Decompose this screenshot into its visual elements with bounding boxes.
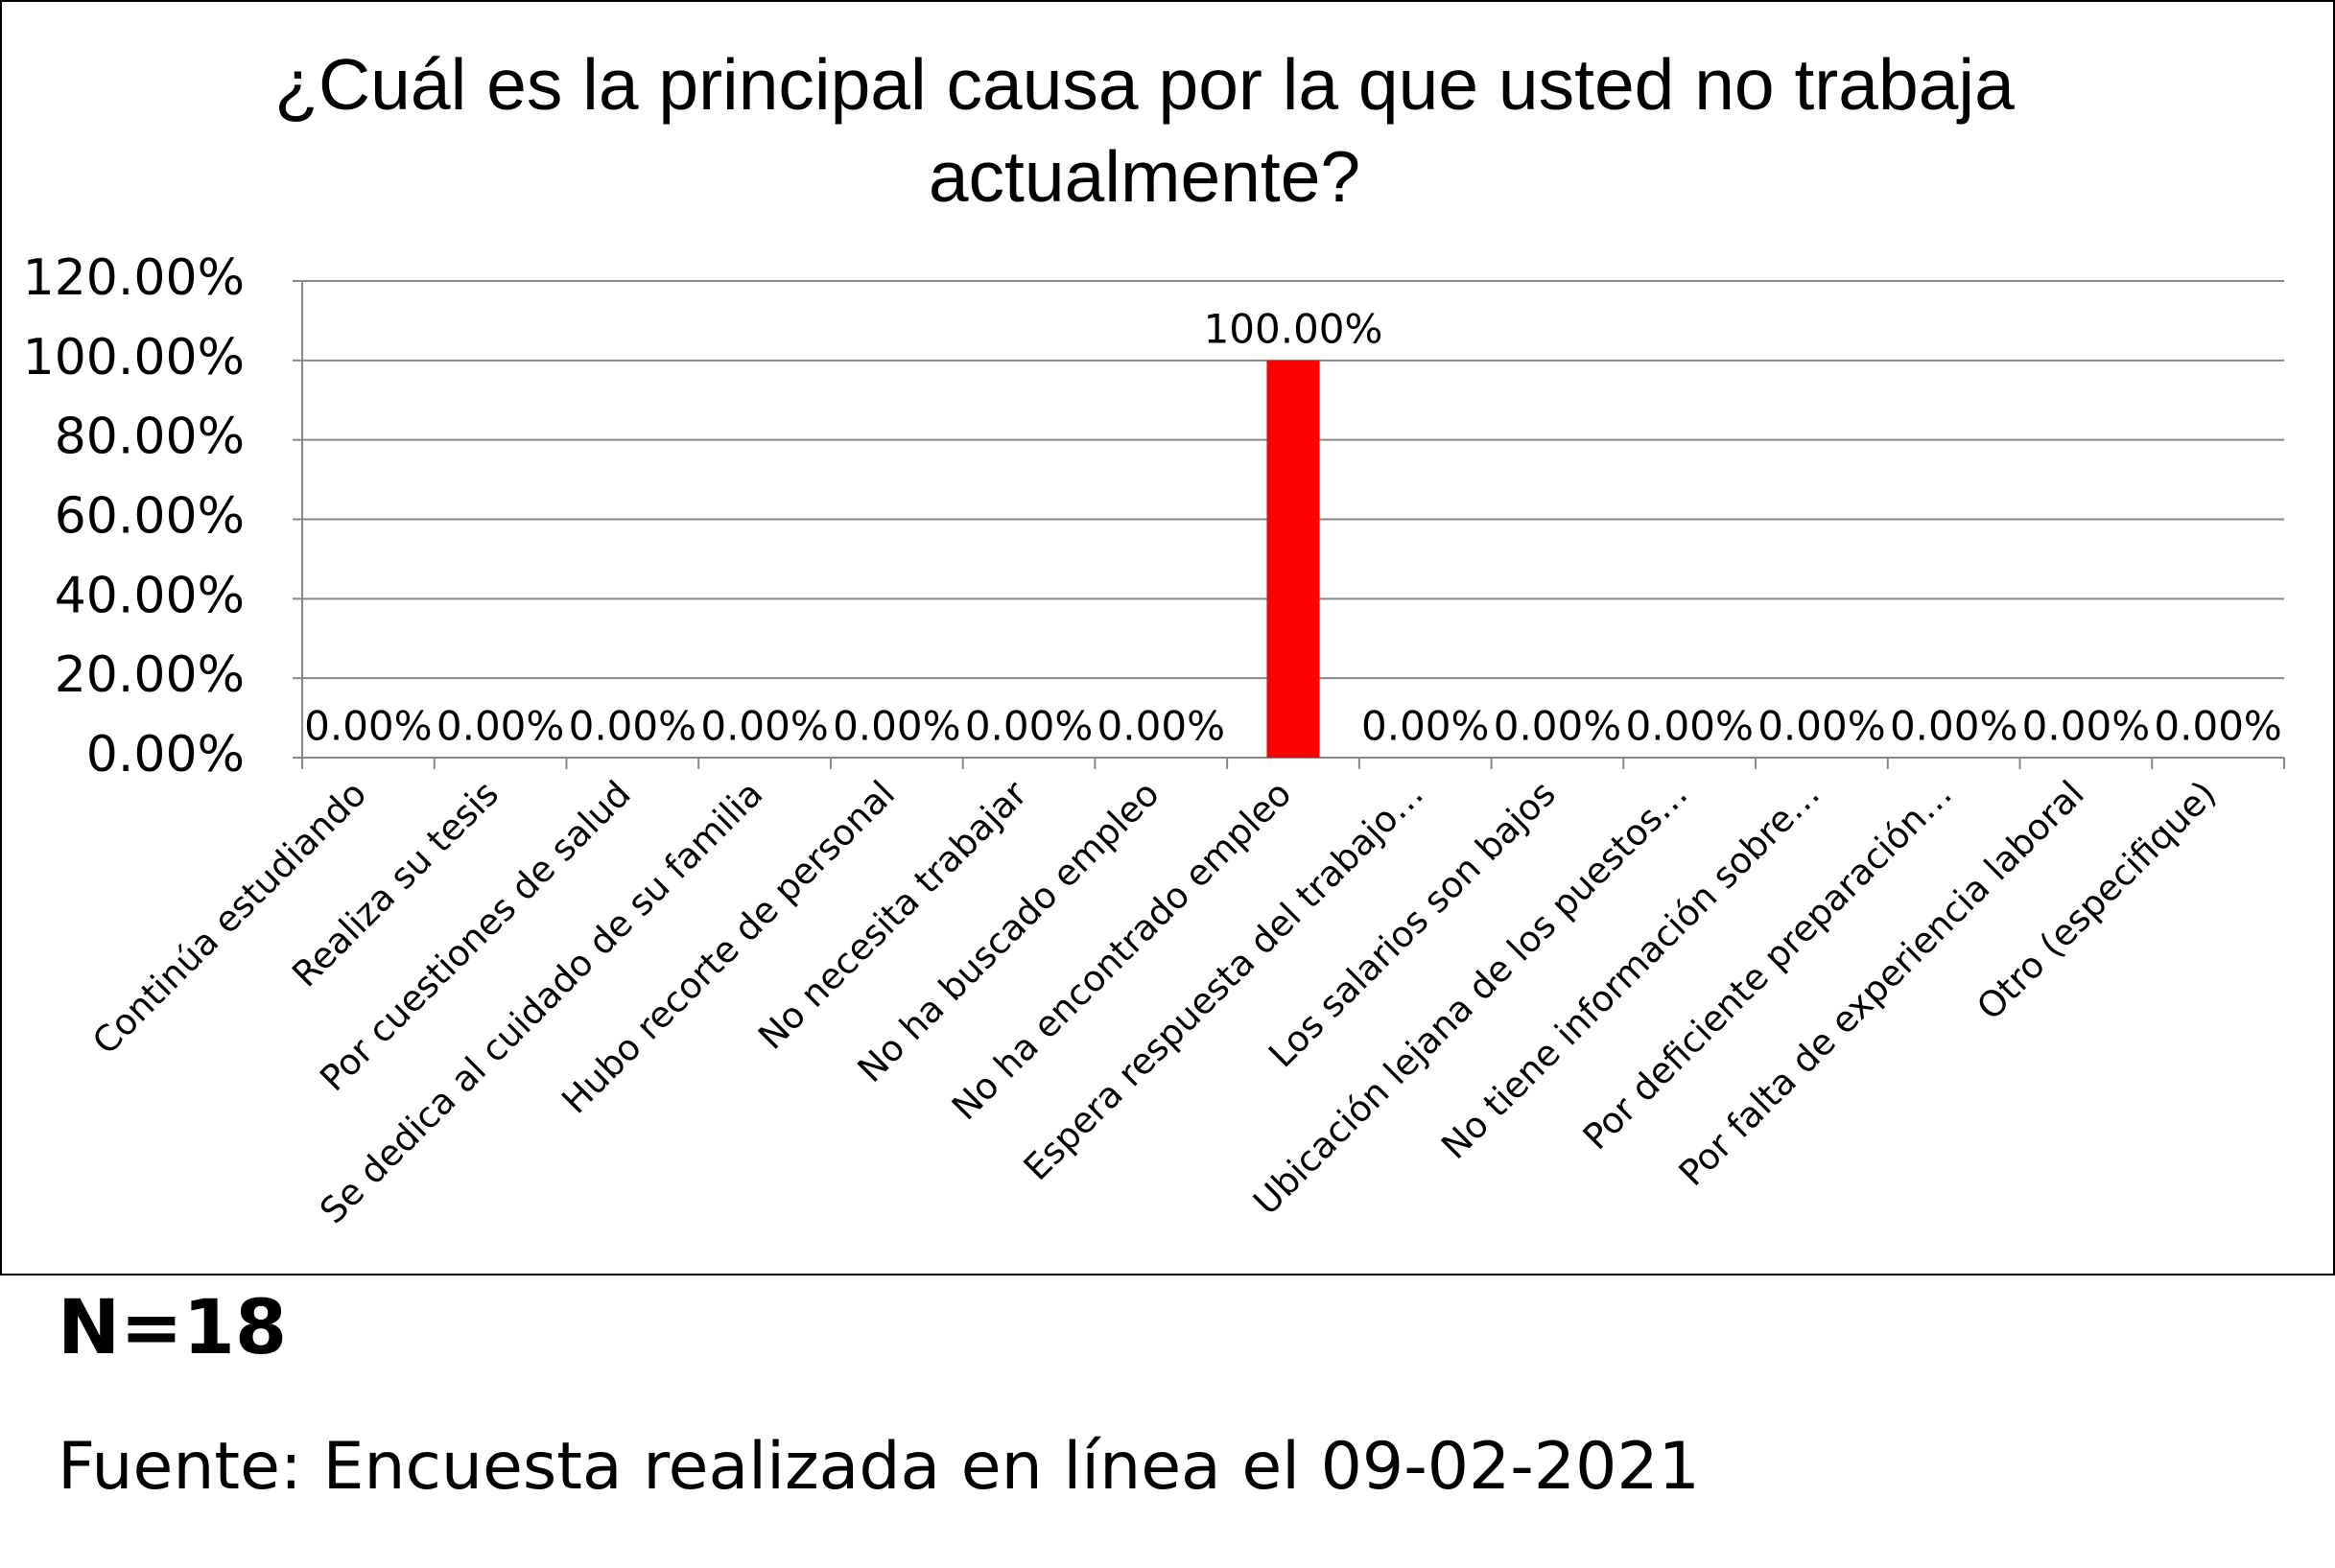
y-tick-label: 20.00% (55, 646, 245, 704)
y-tick-label: 100.00% (23, 329, 245, 386)
value-label: 0.00% (833, 703, 960, 750)
value-label: 0.00% (1890, 703, 2017, 750)
value-label: 0.00% (436, 703, 564, 750)
value-label: 0.00% (304, 703, 432, 750)
chart: 0.00% 20.00% 40.00% 60.00% 80.00% 100.00% 120.… (23, 249, 2285, 1231)
value-label: 0.00% (1494, 703, 1621, 750)
value-label: 0.00% (2154, 703, 2281, 750)
y-tick-label: 120.00% (23, 249, 245, 307)
y-tick-label: 60.00% (55, 488, 245, 546)
x-tick-label: Otro (especifique) (1969, 773, 2224, 1028)
value-label: 0.00% (1757, 703, 1885, 750)
bar (1266, 360, 1320, 758)
source-note: Fuente: Encuesta realizada en línea el 0… (58, 1429, 1700, 1505)
value-label: 0.00% (1097, 703, 1225, 750)
value-label: 0.00% (1625, 703, 1753, 750)
chart-title: ¿Cuál es la principal causa por la que u… (274, 44, 2015, 217)
x-tick-label: Continúa estudiando (84, 773, 374, 1063)
value-label: 0.00% (2022, 703, 2150, 750)
chart-frame (0, 0, 2335, 1275)
value-label: 0.00% (965, 703, 1093, 750)
value-label: 0.00% (569, 703, 696, 750)
sample-size: N=18 (58, 1285, 288, 1371)
y-tick-label: 40.00% (55, 567, 245, 624)
y-tick-label: 80.00% (55, 409, 245, 466)
value-label: 0.00% (700, 703, 828, 750)
value-label: 100.00% (1204, 305, 1383, 352)
x-tick-label: No necesita trabajar (750, 772, 1035, 1057)
value-label: 0.00% (1361, 703, 1489, 750)
y-tick-label: 0.00% (86, 726, 245, 784)
